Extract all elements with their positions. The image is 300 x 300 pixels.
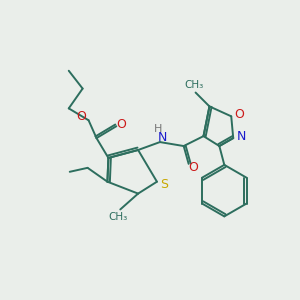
Text: N: N — [236, 130, 246, 142]
Text: H: H — [154, 124, 162, 134]
Text: O: O — [77, 110, 87, 123]
Text: CH₃: CH₃ — [184, 80, 203, 90]
Text: CH₃: CH₃ — [109, 212, 128, 222]
Text: S: S — [160, 178, 168, 191]
Text: O: O — [189, 161, 199, 174]
Text: N: N — [158, 130, 168, 144]
Text: O: O — [234, 108, 244, 121]
Text: O: O — [116, 118, 126, 131]
